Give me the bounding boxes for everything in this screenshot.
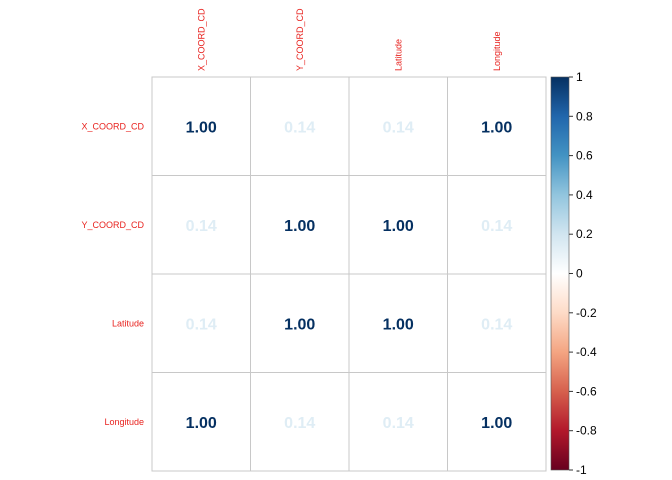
cell-value-label: 0.14 [383, 119, 414, 136]
column-label: Latitude [393, 39, 403, 71]
cell-value-label: 1.00 [383, 218, 414, 235]
cell-0-0 [151, 76, 251, 176]
cell-3-3 [447, 372, 547, 472]
cell-1-3 [447, 175, 547, 275]
row-label: Longitude [104, 417, 144, 427]
cell-0-2 [348, 76, 448, 176]
colorbar-tick-label: 0.8 [576, 109, 593, 123]
colorbar-gradient [550, 76, 570, 471]
cell-value-label: 1.00 [186, 119, 217, 136]
cell-3-1 [250, 372, 350, 472]
cell-3-0 [151, 372, 251, 472]
cell-value-label: 0.14 [481, 316, 512, 333]
row-label: Latitude [112, 318, 144, 328]
row-label: X_COORD_CD [81, 121, 144, 131]
colorbar-tick-label: -1 [576, 463, 587, 477]
colorbar: 1 0.8 0.6 0.4 0.2 0 -0.2 -0.4 -0.6 -0.8 -1 [550, 70, 597, 477]
matrix-cells: 1.00 0.14 0.14 1.00 0.14 1.00 1.00 0.14 0.14 1.00… [151, 76, 547, 472]
column-label: Y_COORD_CD [295, 8, 305, 71]
colorbar-tick-label: -0.6 [576, 384, 597, 398]
cell-value-label: 0.14 [383, 415, 414, 432]
column-labels: X_COORD_CD Y_COORD_CD Latitude Longitude [196, 8, 502, 71]
row-label: Y_COORD_CD [81, 220, 144, 230]
colorbar-tick-label: 0.4 [576, 188, 593, 202]
column-label: X_COORD_CD [196, 8, 206, 71]
cell-value-label: 1.00 [481, 119, 512, 136]
cell-0-3 [447, 76, 547, 176]
colorbar-tick-label: 1 [576, 70, 583, 84]
cell-2-1 [250, 273, 350, 373]
cell-value-label: 0.14 [481, 218, 512, 235]
colorbar-tick-label: -0.4 [576, 345, 597, 359]
cell-value-label: 1.00 [284, 218, 315, 235]
cell-value-label: 1.00 [383, 316, 414, 333]
colorbar-tick-label: 0.2 [576, 227, 593, 241]
cell-2-3 [447, 273, 547, 373]
colorbar-tick-label: -0.8 [576, 424, 597, 438]
colorbar-tick-label: -0.2 [576, 306, 597, 320]
cell-0-1 [250, 76, 350, 176]
cell-1-1 [250, 175, 350, 275]
cell-value-label: 0.14 [186, 218, 217, 235]
cell-value-label: 0.14 [284, 119, 315, 136]
colorbar-tick-label: 0 [576, 267, 583, 281]
cell-value-label: 0.14 [186, 316, 217, 333]
cell-3-2 [348, 372, 448, 472]
cell-value-label: 1.00 [481, 415, 512, 432]
column-label: Longitude [492, 31, 502, 71]
cell-value-label: 0.14 [284, 415, 315, 432]
cell-value-label: 1.00 [186, 415, 217, 432]
cell-1-0 [151, 175, 251, 275]
row-labels: X_COORD_CD Y_COORD_CD Latitude Longitude [81, 121, 144, 427]
cell-value-label: 1.00 [284, 316, 315, 333]
colorbar-tick-label: 0.6 [576, 149, 593, 163]
